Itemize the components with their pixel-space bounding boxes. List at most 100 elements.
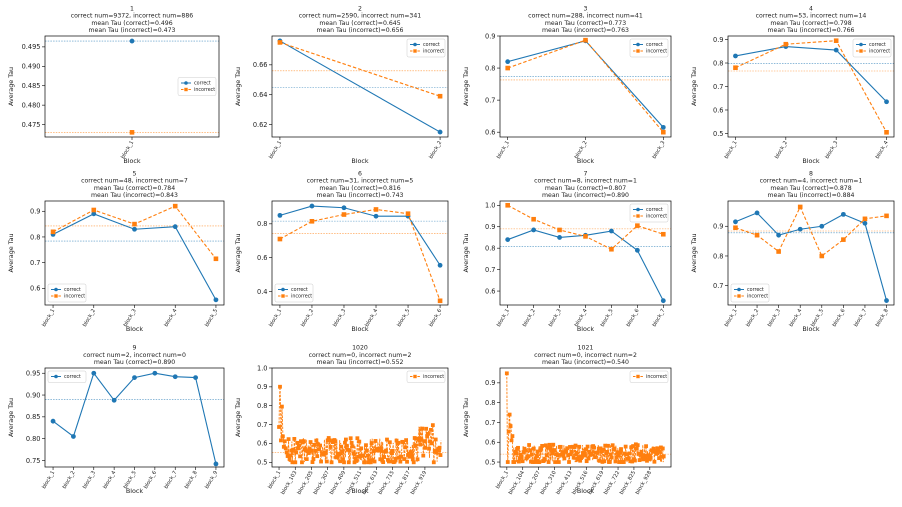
data-point-incorrect <box>531 216 536 222</box>
legend-label-incorrect: incorrect <box>646 214 667 220</box>
y-axis-label: Average Tau <box>234 233 242 272</box>
data-point-correct <box>132 375 137 380</box>
data-point-incorrect <box>396 440 401 445</box>
data-point-incorrect <box>505 460 510 464</box>
x-tick-label: block_2 <box>82 308 97 328</box>
data-point-incorrect <box>638 452 643 457</box>
x-tick-label: block_1 <box>268 140 283 160</box>
data-point-incorrect <box>733 65 738 71</box>
data-point-incorrect <box>652 459 657 464</box>
legend-label-incorrect: incorrect <box>869 49 890 55</box>
data-point-incorrect <box>428 439 432 444</box>
data-point-incorrect <box>661 454 666 459</box>
data-point-incorrect <box>298 454 302 459</box>
chart-title-line: correct num=0, incorrect num=2 <box>534 352 637 359</box>
y-tick-label: 0.7 <box>485 266 496 274</box>
legend-label-incorrect: incorrect <box>423 374 444 380</box>
data-point-incorrect <box>387 440 392 445</box>
data-point-incorrect <box>281 444 286 449</box>
data-point-incorrect <box>366 460 371 465</box>
data-point-incorrect <box>651 446 656 451</box>
x-axis-label: Block <box>577 157 595 165</box>
x-tick-label: block_1 <box>724 140 739 160</box>
legend: incorrect <box>406 370 446 383</box>
y-tick-label: 0.5 <box>485 458 496 466</box>
x-tick-label: block_8 <box>184 470 199 490</box>
legend-marker-correct <box>413 42 417 47</box>
data-point-incorrect <box>519 455 524 460</box>
data-point-incorrect <box>578 458 583 463</box>
data-point-incorrect <box>569 449 574 454</box>
legend-label-correct: correct <box>646 207 663 213</box>
chart-title-line: mean Tau (correct)=0.773 <box>545 20 626 27</box>
data-point-incorrect <box>290 460 295 465</box>
data-point-incorrect <box>644 444 648 449</box>
data-point-correct <box>840 211 846 217</box>
y-tick-label: 0.80 <box>26 435 41 443</box>
data-point-incorrect <box>339 444 344 449</box>
y-tick-label: 0.64 <box>253 91 268 99</box>
data-point-correct <box>660 298 666 304</box>
data-point-incorrect <box>627 451 632 456</box>
data-point-incorrect <box>410 457 415 462</box>
data-point-incorrect <box>390 448 395 453</box>
data-point-incorrect <box>819 253 825 259</box>
legend-marker-incorrect <box>184 87 188 92</box>
data-point-incorrect <box>533 456 538 461</box>
x-tick-label: block_1 <box>495 470 510 490</box>
data-point-incorrect <box>647 453 652 458</box>
legend-box <box>406 370 446 383</box>
data-point-incorrect <box>419 437 424 442</box>
y-tick-label: 0.66 <box>253 61 268 69</box>
y-tick-label: 0.8 <box>485 399 496 407</box>
data-point-incorrect <box>322 452 326 457</box>
y-tick-label: 0.6 <box>485 287 496 295</box>
y-axis-label: Average Tau <box>690 67 698 106</box>
data-point-correct <box>91 370 97 376</box>
y-tick-label: 0.6 <box>713 106 724 114</box>
series-line-correct <box>507 229 664 301</box>
data-point-incorrect <box>310 460 315 464</box>
x-tick-label: block_5 <box>204 308 219 328</box>
chart-title-line: mean Tau (correct)=0.890 <box>94 359 175 366</box>
y-tick-label: 0.5 <box>713 130 724 138</box>
data-point-incorrect <box>528 448 532 453</box>
data-point-incorrect <box>623 444 628 449</box>
chart-title-line: 6 <box>358 170 362 177</box>
y-axis-label: Average Tau <box>462 398 470 437</box>
data-point-incorrect <box>602 459 607 464</box>
y-tick-label: 0.8 <box>485 244 496 252</box>
data-point-incorrect <box>425 434 430 438</box>
x-tick-label: block_6 <box>626 308 641 328</box>
data-point-incorrect <box>172 203 178 209</box>
data-point-incorrect <box>643 456 648 461</box>
legend-label-correct: correct <box>869 42 886 48</box>
legend-marker-incorrect <box>636 49 640 53</box>
chart-title-line: 7 <box>584 170 588 177</box>
x-tick-label: block_4 <box>875 139 890 160</box>
chart-title-line: 1021 <box>578 345 594 352</box>
series-line-correct <box>279 40 441 133</box>
x-tick-label: block_3 <box>82 470 97 490</box>
x-tick-label: block_1 <box>496 308 511 328</box>
data-point-incorrect <box>531 446 536 451</box>
legend-label-correct: correct <box>646 42 663 48</box>
data-point-correct <box>884 298 889 303</box>
data-point-incorrect <box>557 227 562 233</box>
data-point-incorrect <box>288 453 293 458</box>
x-tick-label: block_1 <box>41 470 56 490</box>
y-tick-label: 0.90 <box>26 391 41 399</box>
x-tick-label: block_3 <box>548 308 563 328</box>
y-tick-label: 0.9 <box>485 223 496 231</box>
data-point-incorrect <box>635 223 640 228</box>
data-point-incorrect <box>505 65 510 71</box>
x-tick-label: block_1 <box>724 308 739 328</box>
legend-label-correct: correct <box>747 287 764 293</box>
data-point-incorrect <box>583 447 588 452</box>
chart-title-line: mean Tau (incorrect)=0.766 <box>768 27 855 34</box>
y-tick-label: 0.6 <box>485 439 496 447</box>
data-point-incorrect <box>333 439 338 444</box>
